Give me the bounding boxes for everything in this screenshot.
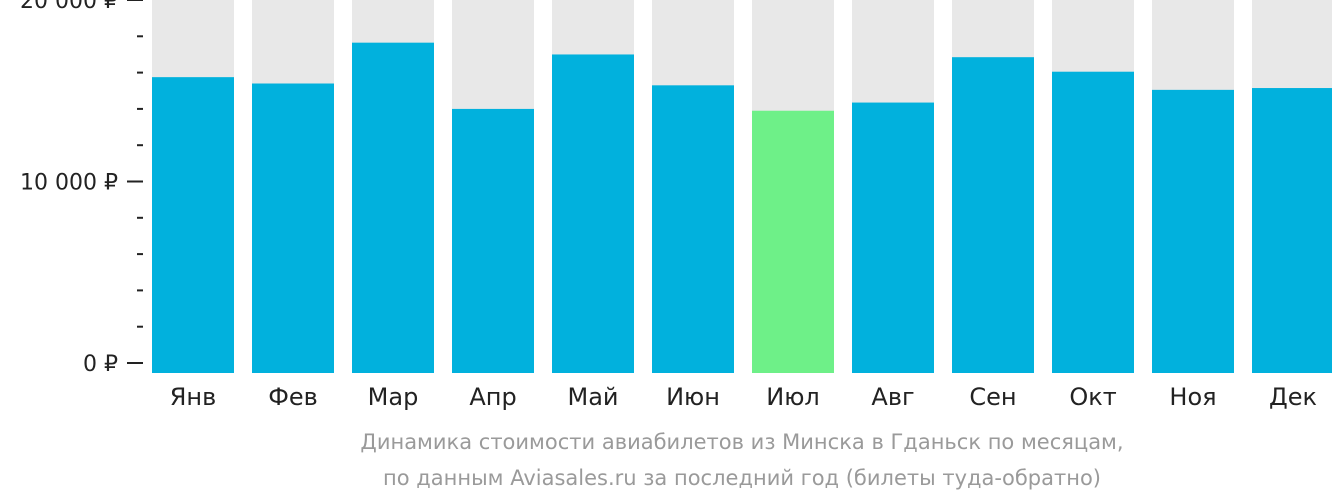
bar-Мар[interactable] xyxy=(352,42,434,374)
bar-Авг[interactable] xyxy=(852,102,934,373)
bar-Фев[interactable] xyxy=(252,83,334,373)
y-tick-label: 0 ₽ xyxy=(83,352,118,377)
x-tick-label: Фев xyxy=(268,383,318,411)
bar-Окт[interactable] xyxy=(1052,71,1134,374)
bar-Сен[interactable] xyxy=(952,57,1034,373)
bars-group xyxy=(152,0,1332,374)
x-tick-label: Апр xyxy=(469,383,516,411)
y-tick-label: 10 000 ₽ xyxy=(20,171,118,196)
bar-Июн[interactable] xyxy=(652,85,734,373)
chart-caption-line-2: по данным Aviasales.ru за последний год … xyxy=(383,466,1101,490)
x-tick-label: Янв xyxy=(170,383,217,411)
bar-Янв[interactable] xyxy=(152,77,234,373)
bar-Май[interactable] xyxy=(552,54,634,373)
x-tick-label: Окт xyxy=(1069,383,1116,411)
x-tick-label: Июл xyxy=(766,383,820,411)
chart-caption-line-1: Динамика стоимости авиабилетов из Минска… xyxy=(360,430,1124,454)
x-axis-labels: Янв Фев Мар Апр Май Июн Июл Авг Сен Окт Ноя Дек xyxy=(170,383,1317,411)
x-tick-label: Авг xyxy=(871,383,914,411)
x-tick-label: Июн xyxy=(666,383,720,411)
bar-Дек[interactable] xyxy=(1252,88,1332,374)
bar-Апр[interactable] xyxy=(452,108,534,373)
price-bar-chart: 0 ₽ 10 000 ₽ 20 000 ₽ Янв Фев Мар Апр Май Июн Ию… xyxy=(20,0,1332,411)
bar-Ноя[interactable] xyxy=(1152,89,1234,374)
bar-Июл[interactable] xyxy=(752,110,834,374)
x-tick-label: Ноя xyxy=(1169,383,1216,411)
y-axis: 0 ₽ 10 000 ₽ 20 000 ₽ xyxy=(20,0,143,377)
x-tick-label: Май xyxy=(567,383,618,411)
x-tick-label: Мар xyxy=(368,383,419,411)
x-tick-label: Дек xyxy=(1269,383,1317,411)
y-tick-label: 20 000 ₽ xyxy=(20,0,118,14)
x-tick-label: Сен xyxy=(969,383,1016,411)
